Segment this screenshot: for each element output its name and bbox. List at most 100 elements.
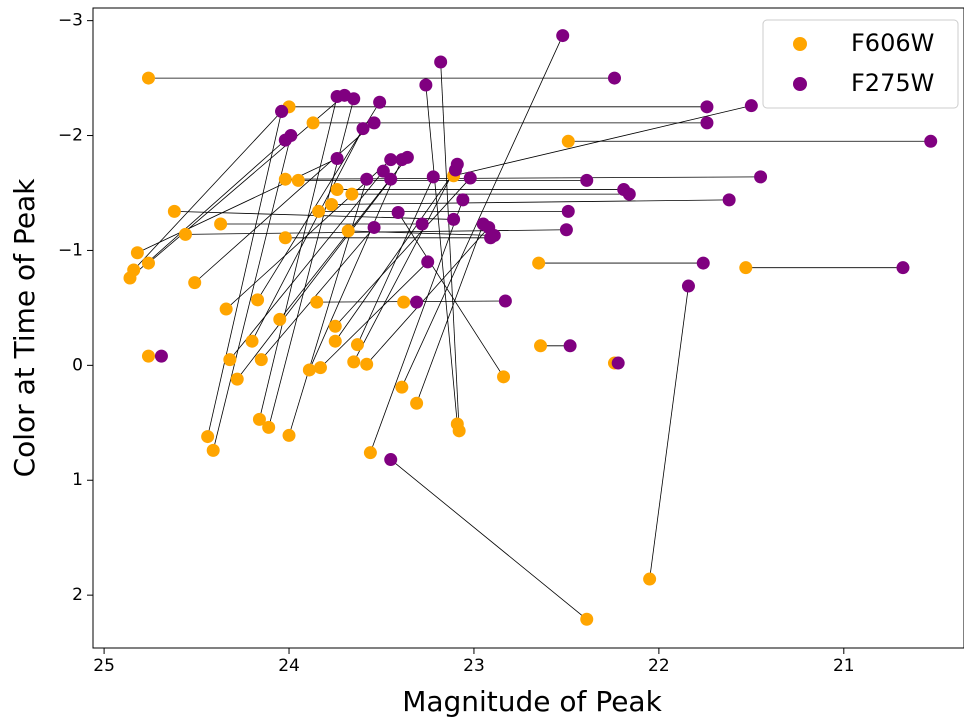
point <box>563 339 577 353</box>
point <box>273 312 287 326</box>
point <box>360 357 374 371</box>
point <box>611 356 625 370</box>
connector <box>334 169 456 342</box>
point <box>450 157 464 171</box>
point <box>345 187 359 201</box>
legend-marker <box>793 37 807 51</box>
point <box>154 349 168 363</box>
y-tick-label: 0 <box>72 355 83 375</box>
point <box>744 99 758 113</box>
point <box>410 396 424 410</box>
connector <box>397 212 504 378</box>
point <box>456 193 470 207</box>
point <box>681 279 695 293</box>
point <box>419 78 433 92</box>
point <box>291 173 305 187</box>
point <box>384 153 398 167</box>
y-axis-label: Color at Time of Peak <box>8 178 41 478</box>
connector <box>353 164 458 363</box>
connector <box>425 84 458 424</box>
point <box>924 134 938 148</box>
point <box>302 363 316 377</box>
point <box>347 92 361 106</box>
legend-marker <box>793 77 807 91</box>
y-tick-label: 2 <box>72 585 83 605</box>
point <box>330 152 344 166</box>
connector <box>440 61 460 431</box>
point <box>700 100 714 114</box>
point <box>356 122 370 136</box>
point <box>421 255 435 269</box>
legend-box <box>762 19 959 109</box>
connector <box>260 227 375 360</box>
point <box>397 295 411 309</box>
plot-frame <box>92 7 964 649</box>
point <box>580 612 594 626</box>
connector <box>308 159 403 371</box>
point <box>130 246 144 260</box>
connector <box>390 459 588 620</box>
point <box>367 116 381 130</box>
point <box>312 204 326 218</box>
point <box>330 183 344 197</box>
point <box>484 231 498 245</box>
point <box>696 256 710 270</box>
point <box>230 372 244 386</box>
point <box>223 353 237 367</box>
point <box>532 256 546 270</box>
point <box>395 380 409 394</box>
point <box>360 172 374 186</box>
point <box>367 220 381 234</box>
connector <box>288 179 368 436</box>
point <box>214 217 228 231</box>
point <box>497 370 511 384</box>
point <box>167 204 181 218</box>
y-tick-label: −1 <box>58 240 83 260</box>
point <box>278 172 292 186</box>
point <box>141 71 155 85</box>
point <box>252 412 266 426</box>
y-tick-label: 1 <box>72 470 83 490</box>
point <box>534 339 548 353</box>
point <box>282 428 296 442</box>
point <box>188 276 202 290</box>
point <box>219 302 233 316</box>
connector <box>279 157 408 320</box>
connector <box>194 122 375 283</box>
point <box>395 153 409 167</box>
point <box>350 338 364 352</box>
point <box>754 170 768 184</box>
connector <box>416 223 484 404</box>
point <box>245 334 259 348</box>
point <box>896 261 910 275</box>
point <box>476 217 490 231</box>
point <box>373 95 387 109</box>
x-tick-label: 22 <box>648 656 670 676</box>
point <box>262 420 276 434</box>
connector <box>207 111 283 437</box>
point <box>278 231 292 245</box>
point <box>410 295 424 309</box>
point <box>561 134 575 148</box>
connector <box>236 178 392 380</box>
connector <box>370 199 464 453</box>
point <box>141 349 155 363</box>
point <box>452 424 466 438</box>
point <box>141 256 155 270</box>
point <box>178 227 192 241</box>
connector <box>259 96 338 420</box>
point <box>607 71 621 85</box>
y-tick-label: −2 <box>58 126 83 146</box>
point <box>434 55 448 69</box>
connector <box>285 176 761 180</box>
point <box>306 116 320 130</box>
point <box>447 212 461 226</box>
point <box>739 261 753 275</box>
legend-label: F275W <box>851 69 934 97</box>
point <box>722 193 736 207</box>
point <box>123 271 137 285</box>
point <box>463 171 477 185</box>
point <box>313 361 327 375</box>
point <box>384 172 398 186</box>
